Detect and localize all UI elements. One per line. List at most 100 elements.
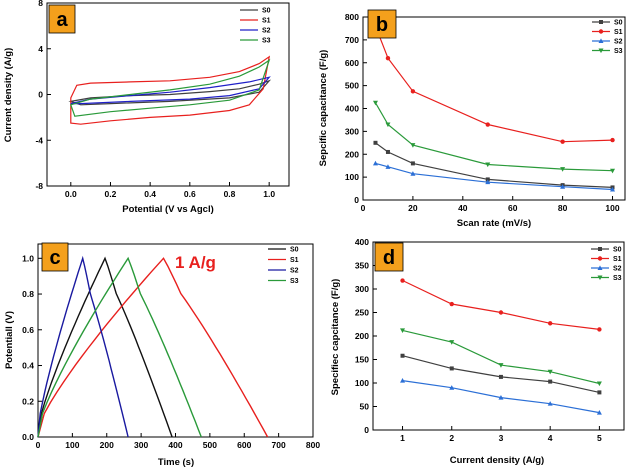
panel-a-badge: a (48, 4, 76, 34)
panel-a-x-label: Potential (V vs Agcl) (122, 204, 214, 215)
panel-a-legend-label-s3: S3 (262, 38, 271, 45)
panel-a-x-tick-label: 0.6 (184, 189, 196, 199)
panel-c-curve-s2 (37, 255, 129, 438)
panel-d-point-s0 (449, 366, 454, 371)
panel-b-legend-marker-s2 (598, 38, 604, 43)
panel-c-x-tick-label: 800 (306, 440, 320, 450)
panel-b-y-tick-label: 500 (345, 81, 359, 91)
panel-c-legend-label-s3: S3 (290, 278, 299, 285)
panel-d-y-tick-label: 0 (364, 425, 369, 435)
panel-b-line-s2 (375, 162, 613, 191)
panel-c-y-tick-label: 0.6 (22, 325, 34, 335)
panel-c-legend-label-s2: S2 (290, 268, 299, 275)
panel-d-legend-label-s3: S3 (613, 275, 622, 282)
panel-d-y-label: Specifiec capcitance (F/g) (330, 279, 341, 396)
panel-b-x-tick-label: 100 (605, 203, 619, 213)
panel-d-plot-frame (372, 241, 625, 431)
panel-b-point-s2 (410, 171, 416, 176)
panel-a-x-tick-label: 0.0 (65, 189, 77, 199)
panel-a-curve-s3 (70, 58, 271, 117)
panel-a-curve-s2 (70, 76, 271, 105)
panel-b-point-s2 (485, 179, 491, 185)
panel-d-point-s1 (547, 321, 553, 326)
panel-b-x-tick-label: 20 (408, 203, 418, 213)
panel-b-point-s1 (485, 122, 490, 127)
panel-b-point-s2 (385, 164, 391, 169)
panel-d-badge-label: d (383, 247, 395, 269)
panel-c-x-tick-label: 500 (203, 440, 217, 450)
panel-c-x-label: Time (s) (158, 457, 194, 468)
panel-d-legend-marker-s3 (597, 275, 603, 281)
panel-b-legend-marker-s1 (598, 29, 604, 34)
panel-c-curve-s0 (37, 256, 173, 438)
panel-d-point-s0 (548, 379, 553, 384)
panel-d-x-label: Current density (A/g) (450, 455, 544, 466)
panel-d-point-s2 (547, 401, 553, 406)
panel-b-x-tick-label: 0 (361, 203, 366, 213)
panel-b-scan-rate: 0 20 40 60 80 100 0 100 200 300 400 500 600 700 800 S0… (318, 9, 626, 229)
panel-d-y-tick-label: 300 (355, 284, 369, 294)
panel-b-y-tick-label: 700 (345, 35, 359, 45)
panel-a-x-tick-label: 1.0 (263, 189, 275, 199)
panel-b-legend-label-s1: S1 (614, 29, 623, 36)
panel-c-y-tick-label: 0.0 (22, 432, 34, 442)
panel-b-line-s3 (374, 102, 613, 172)
panel-c-y-tick-label: 0.2 (22, 396, 34, 406)
panel-b-y-tick-label: 200 (345, 149, 359, 159)
panel-d-point-s3 (596, 381, 602, 387)
panel-c-y-tick-label: 0.4 (22, 361, 34, 371)
panel-d-point-s0 (498, 374, 503, 379)
panel-d-line-s0 (402, 355, 600, 393)
panel-d-legend-marker-s0 (598, 247, 602, 251)
panel-b-legend-label-s0: S0 (614, 20, 623, 27)
panel-d-point-s1 (597, 327, 602, 332)
panel-d-point-s3 (498, 363, 504, 368)
panel-a-legend-label-s2: S2 (262, 28, 271, 35)
panel-a-legend-label-s0: S0 (262, 8, 271, 15)
panel-b-point-s3 (410, 143, 416, 148)
panel-a-y-tick-label: 0 (38, 90, 43, 100)
panel-d-y-tick-label: 250 (355, 308, 369, 318)
panel-b-legend-marker-s3 (598, 48, 604, 54)
panel-b-y-tick-label: 100 (345, 172, 359, 182)
panel-c-legend-label-s1: S1 (290, 257, 299, 264)
panel-d-point-s2 (498, 394, 504, 400)
panel-a-curve-s1 (70, 55, 271, 125)
panel-c-x-tick-label: 0 (36, 440, 41, 450)
panel-a-x-tick-label: 0.2 (105, 189, 117, 199)
panel-b-y-tick-label: 800 (345, 12, 359, 22)
panel-a-x-tick-label: 0.4 (144, 189, 156, 199)
panel-c-legend-label-s0: S0 (290, 247, 299, 254)
panel-c-y-tick-label: 0.8 (22, 289, 34, 299)
panel-b-y-tick-label: 300 (345, 126, 359, 136)
panel-b-point-s1 (610, 137, 615, 143)
panel-c-x-tick-label: 600 (237, 440, 251, 450)
panel-b-point-s2 (372, 160, 378, 166)
panel-a-y-tick-label: -4 (35, 135, 43, 145)
panel-d-y-tick-label: 400 (355, 237, 369, 247)
panel-b-legend-label-s2: S2 (614, 39, 623, 46)
panel-b-line-s0 (375, 142, 613, 188)
panel-b-y-tick-label: 600 (345, 58, 359, 68)
panel-c-annotation: 1 A/g (175, 253, 216, 272)
panel-c-plot-frame (37, 243, 314, 438)
panel-d-badge-box (374, 242, 404, 272)
panel-c-badge-label: c (49, 247, 60, 269)
panel-b-x-label: Scan rate (mV/s) (457, 218, 531, 229)
panel-c-x-tick-label: 300 (134, 440, 148, 450)
panel-a-legend-label-s1: S1 (262, 18, 271, 25)
panel-b-point-s3 (372, 100, 378, 106)
panel-d-y-tick-label: 100 (355, 378, 369, 388)
panel-b-point-s1 (385, 55, 391, 61)
panel-d-y-tick-label: 350 (355, 261, 369, 271)
panel-d-point-s1 (400, 278, 405, 283)
panel-b-badge-label: b (376, 14, 388, 36)
panel-d-point-s3 (449, 340, 455, 345)
panel-d-y-tick-label: 50 (360, 402, 370, 412)
panel-b-point-s0 (373, 140, 378, 145)
panel-b-point-s0 (410, 161, 415, 166)
panel-b-legend-marker-s0 (599, 20, 603, 24)
panel-c-curve-s3 (37, 256, 202, 438)
